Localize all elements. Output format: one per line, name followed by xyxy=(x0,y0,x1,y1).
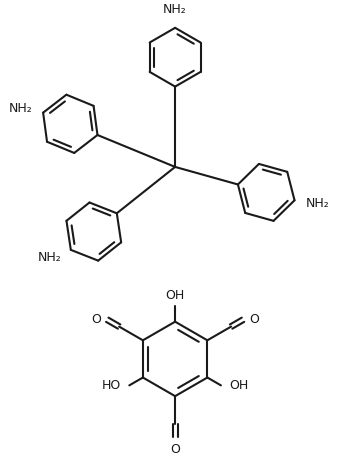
Text: HO: HO xyxy=(102,379,121,392)
Text: OH: OH xyxy=(166,289,185,302)
Text: NH₂: NH₂ xyxy=(306,197,329,210)
Text: NH₂: NH₂ xyxy=(38,251,62,264)
Text: O: O xyxy=(249,313,259,326)
Text: O: O xyxy=(170,443,180,456)
Text: NH₂: NH₂ xyxy=(163,3,187,16)
Text: OH: OH xyxy=(229,379,248,392)
Text: O: O xyxy=(91,313,101,326)
Text: NH₂: NH₂ xyxy=(8,102,32,114)
